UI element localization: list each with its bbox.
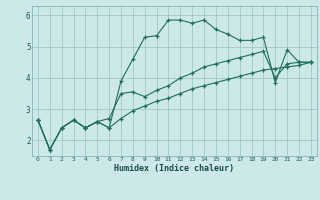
- X-axis label: Humidex (Indice chaleur): Humidex (Indice chaleur): [115, 164, 234, 173]
